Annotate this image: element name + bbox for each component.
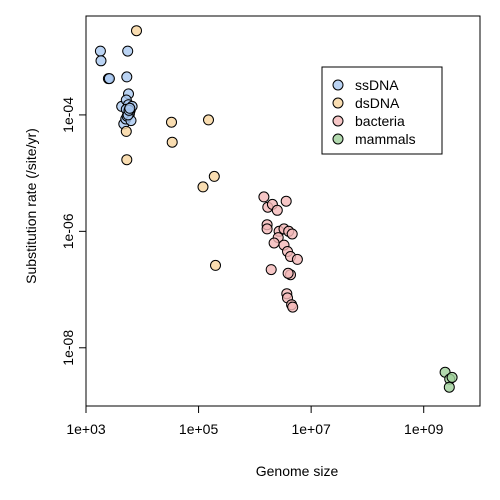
data-point-bacteria	[286, 228, 298, 240]
data-point-dsDNA	[166, 136, 178, 148]
x-tick-label: 1e+03	[66, 421, 106, 437]
data-point-dsDNA	[120, 125, 132, 137]
legend-label-bacteria: bacteria	[355, 113, 405, 129]
data-point-dsDNA	[197, 181, 209, 193]
data-points	[94, 25, 458, 393]
data-point-ssDNA	[95, 55, 107, 67]
legend-label-ssDNA: ssDNA	[355, 77, 399, 93]
plot-frame	[85, 15, 481, 407]
x-tick-label: 1e+05	[179, 421, 219, 437]
data-point-ssDNA	[94, 45, 106, 57]
x-axis-label: Genome size	[256, 463, 339, 479]
legend-marker-mammals	[332, 133, 344, 145]
data-point-bacteria	[271, 204, 283, 216]
x-axis: 1e+03 1e+05 1e+07 1e+09	[66, 406, 444, 437]
data-point-dsDNA	[210, 259, 221, 271]
data-point-mammals	[446, 371, 458, 383]
data-point-bacteria	[280, 195, 292, 207]
legend-label-dsDNA: dsDNA	[355, 95, 400, 111]
data-point-bacteria	[287, 301, 299, 313]
data-point-ssDNA	[124, 102, 136, 114]
data-point-dsDNA	[203, 114, 214, 126]
data-point-bacteria	[265, 264, 277, 276]
legend-marker-bacteria	[332, 115, 344, 127]
legend-marker-ssDNA	[332, 79, 344, 91]
y-tick-label: 1e-04	[60, 97, 76, 133]
x-tick-label: 1e+07	[291, 421, 331, 437]
data-point-dsDNA	[131, 25, 142, 37]
legend-marker-dsDNA	[332, 97, 344, 109]
data-point-mammals	[443, 381, 455, 393]
x-tick-label: 1e+09	[404, 421, 444, 437]
y-tick-label: 1e-08	[60, 330, 76, 366]
y-axis: 1e-08 1e-06 1e-04	[60, 97, 86, 366]
data-point-ssDNA	[121, 71, 133, 83]
y-axis-label: Substitution rate (/site/yr)	[23, 128, 39, 284]
data-point-bacteria	[258, 191, 270, 203]
data-point-ssDNA	[103, 73, 115, 85]
data-point-ssDNA	[122, 45, 134, 57]
data-point-dsDNA	[121, 154, 133, 166]
data-point-bacteria	[268, 237, 280, 249]
data-point-bacteria	[261, 223, 273, 235]
legend-label-mammals: mammals	[355, 131, 416, 147]
y-tick-label: 1e-06	[60, 213, 76, 249]
data-point-dsDNA	[208, 170, 220, 182]
legend: ssDNA dsDNA bacteria mammals	[321, 66, 443, 155]
data-point-bacteria	[282, 267, 294, 279]
data-point-bacteria	[291, 253, 303, 265]
data-point-dsDNA	[166, 116, 177, 128]
